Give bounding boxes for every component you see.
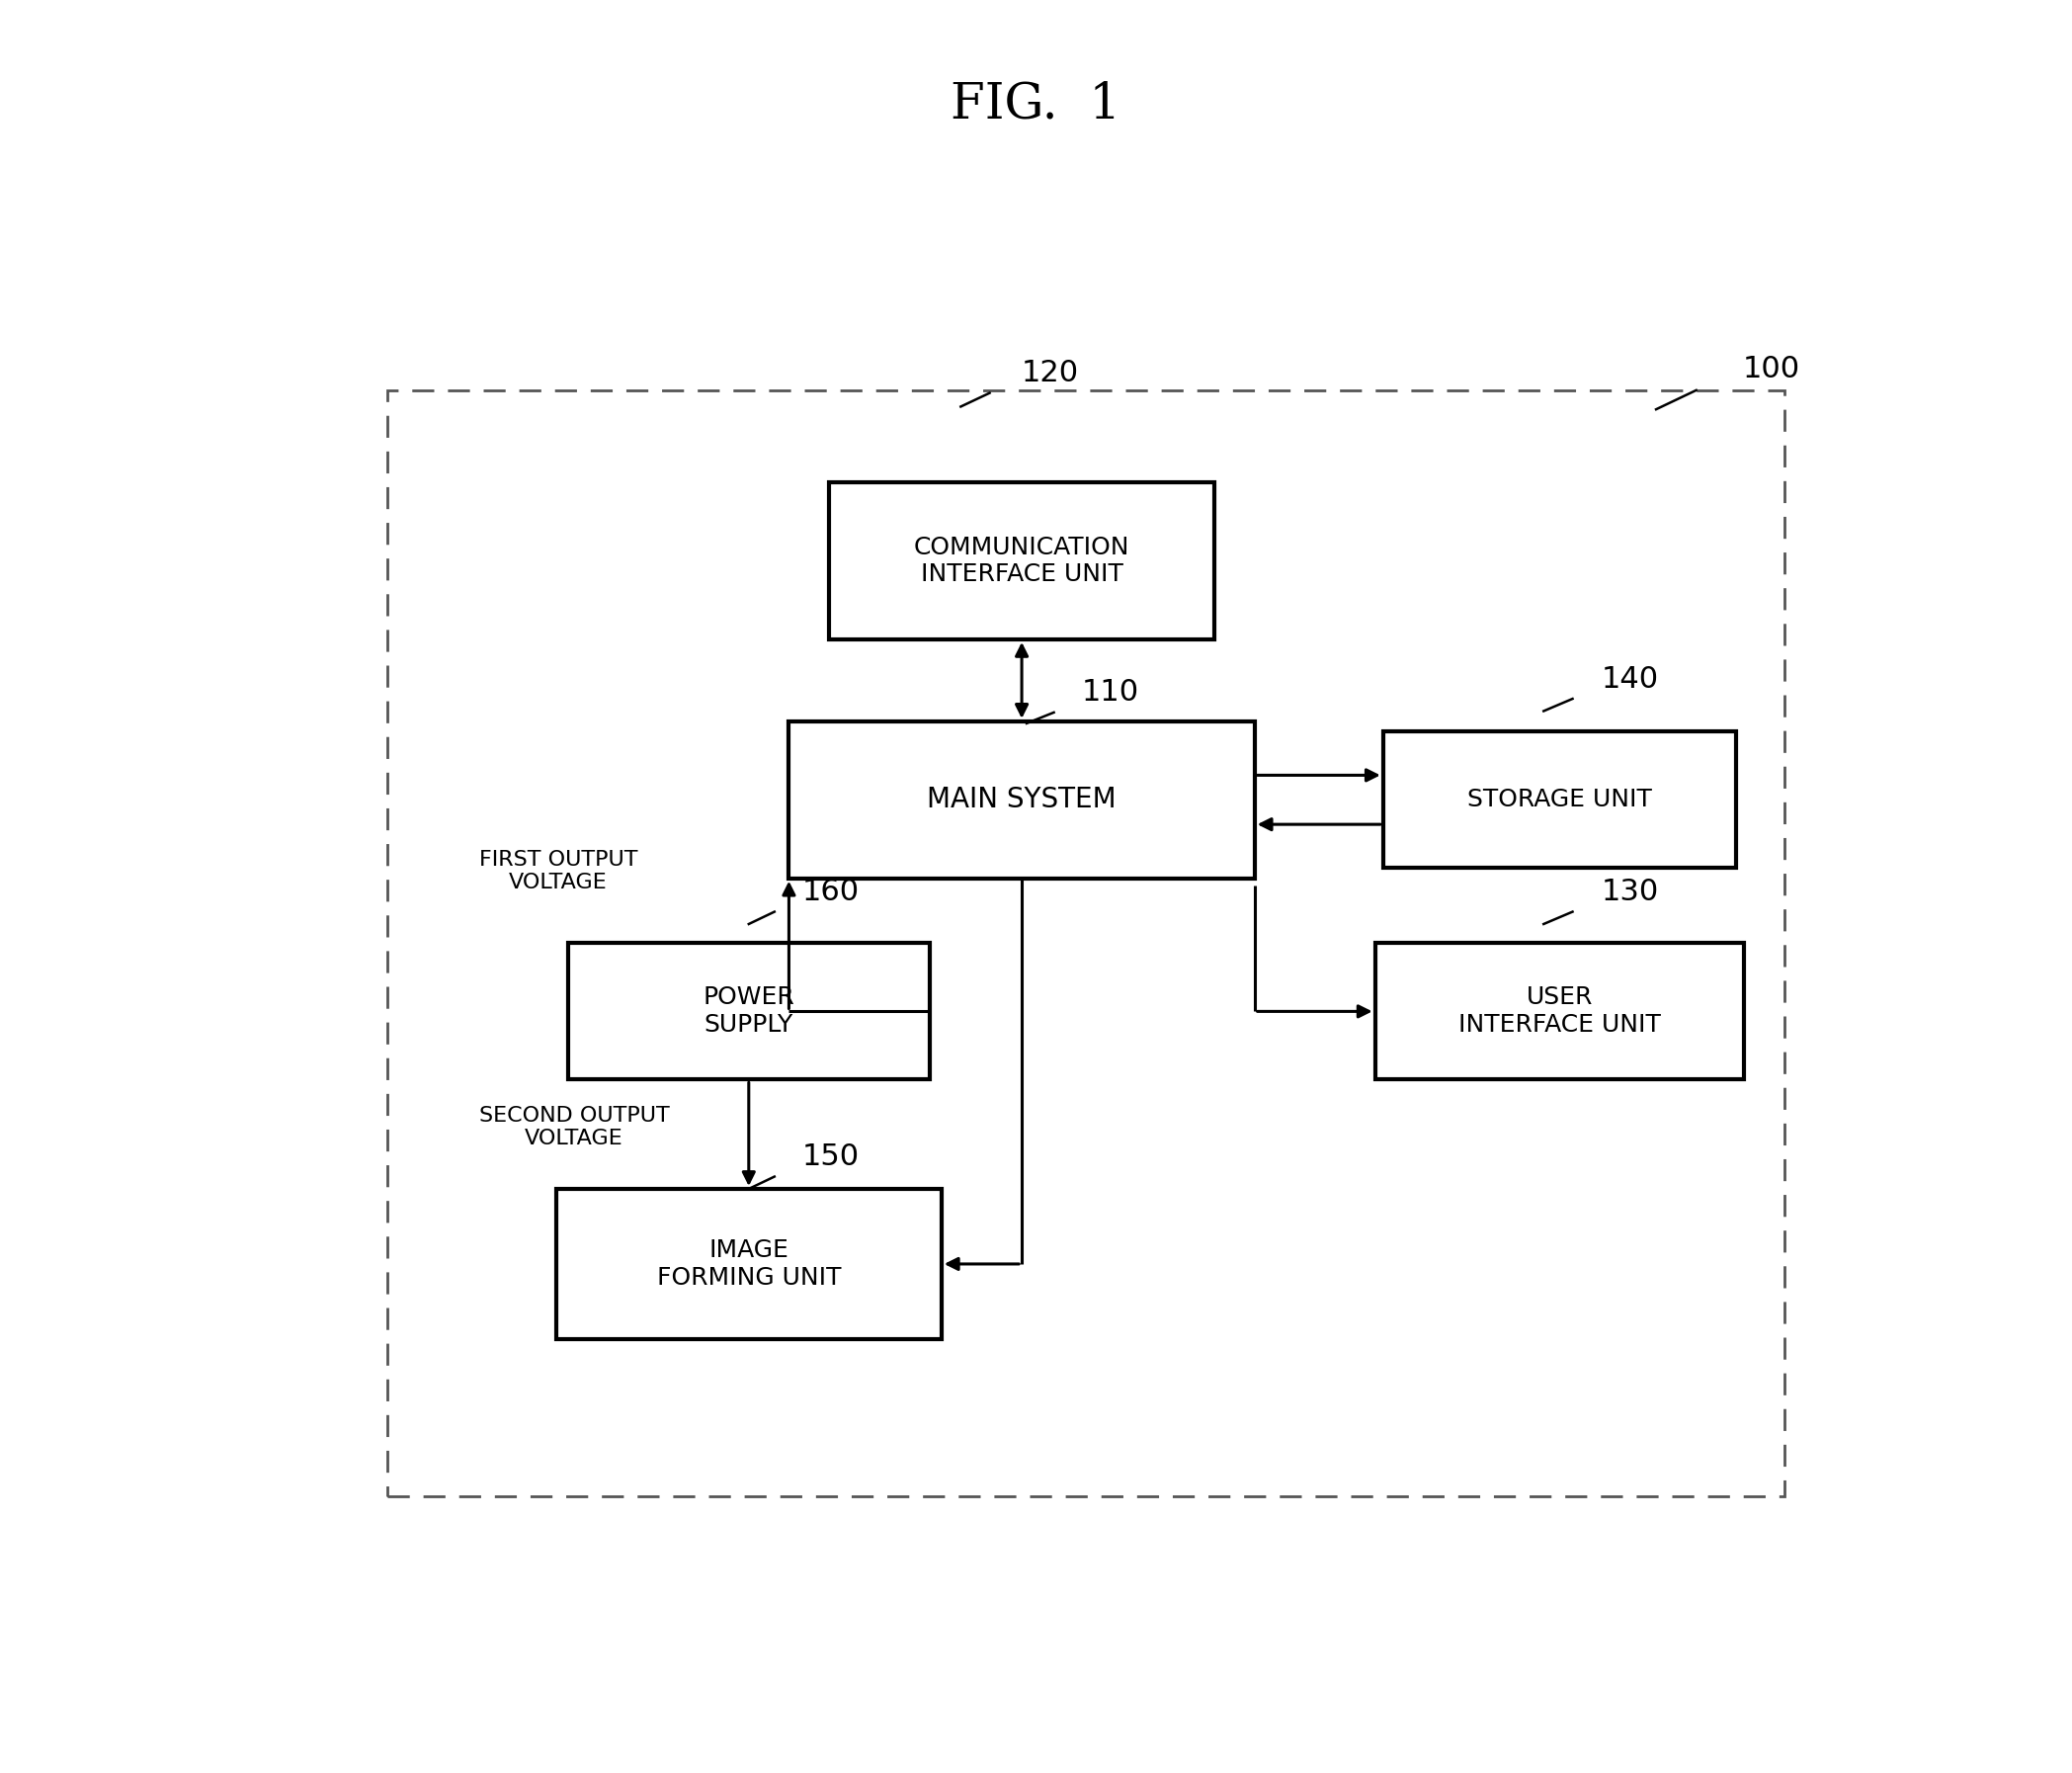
Text: USER
INTERFACE UNIT: USER INTERFACE UNIT: [1459, 986, 1662, 1037]
Text: 140: 140: [1602, 665, 1660, 693]
Text: COMMUNICATION
INTERFACE UNIT: COMMUNICATION INTERFACE UNIT: [914, 535, 1129, 587]
Text: 100: 100: [1743, 355, 1801, 383]
Bar: [829, 482, 1214, 640]
Text: 110: 110: [1082, 679, 1140, 707]
Text: 130: 130: [1602, 878, 1660, 906]
Text: POWER
SUPPLY: POWER SUPPLY: [702, 986, 794, 1037]
Bar: [789, 722, 1254, 878]
Bar: [387, 390, 1784, 1496]
Text: FIRST OUTPUT
VOLTAGE: FIRST OUTPUT VOLTAGE: [479, 849, 638, 892]
Text: FIG.  1: FIG. 1: [951, 80, 1121, 129]
Text: SECOND OUTPUT
VOLTAGE: SECOND OUTPUT VOLTAGE: [479, 1106, 669, 1149]
Text: STORAGE UNIT: STORAGE UNIT: [1467, 787, 1651, 812]
Text: IMAGE
FORMING UNIT: IMAGE FORMING UNIT: [657, 1238, 841, 1289]
Text: 160: 160: [802, 878, 860, 906]
Text: MAIN SYSTEM: MAIN SYSTEM: [926, 785, 1117, 814]
Bar: [1384, 732, 1736, 869]
Bar: [555, 1190, 941, 1339]
Text: 120: 120: [1021, 358, 1080, 388]
Bar: [568, 943, 930, 1080]
Text: 150: 150: [802, 1142, 860, 1172]
Bar: [1376, 943, 1745, 1080]
